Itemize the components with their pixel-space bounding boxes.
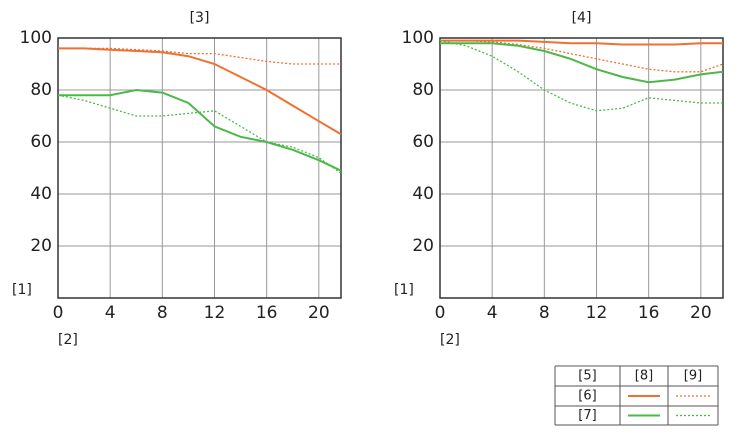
series-line <box>57 94 342 174</box>
table-row-label: [6] <box>578 389 596 404</box>
x-tick-label: 12 <box>586 303 608 323</box>
y-tick-label: 80 <box>412 80 434 100</box>
series-line <box>440 39 724 73</box>
x-tick-label: 0 <box>53 303 64 323</box>
y-tick-label: 60 <box>30 132 52 152</box>
plot-frame <box>439 37 724 299</box>
y-tick-label: 60 <box>412 132 434 152</box>
y-tick-label: 80 <box>30 80 52 100</box>
y-tick-label: 20 <box>30 236 52 256</box>
y-tick-label: 100 <box>20 28 52 48</box>
table-header: [9] <box>684 369 702 384</box>
x-tick-label: 8 <box>539 303 550 323</box>
x-tick-label: 0 <box>435 303 446 323</box>
y-tick-label: 40 <box>412 184 434 204</box>
series-line <box>440 39 723 46</box>
x-axis-label: [2] <box>58 332 78 348</box>
y-tick-label: 20 <box>412 236 434 256</box>
x-tick-label: 4 <box>105 303 116 323</box>
x-tick-label: 16 <box>256 303 278 323</box>
x-axis-label: [2] <box>440 332 460 348</box>
x-tick-label: 20 <box>690 303 712 323</box>
table-header: [5] <box>578 369 596 384</box>
chart-title: [4] <box>572 10 592 26</box>
table-row-label: [7] <box>578 408 596 423</box>
x-tick-label: 12 <box>204 303 226 323</box>
x-tick-label: 4 <box>487 303 498 323</box>
y-tick-label: 100 <box>402 28 434 48</box>
y-axis-label: [1] <box>12 282 32 298</box>
series-line <box>58 88 342 172</box>
x-tick-label: 16 <box>638 303 660 323</box>
x-tick-label: 20 <box>308 303 330 323</box>
y-axis-label: [1] <box>394 282 414 298</box>
plot-frame <box>57 37 342 299</box>
table-header: [8] <box>635 369 653 384</box>
series-line <box>58 47 341 65</box>
series-line <box>58 47 342 136</box>
y-tick-label: 40 <box>30 184 52 204</box>
series-line <box>440 42 724 84</box>
series-line <box>439 39 723 112</box>
x-tick-label: 8 <box>157 303 168 323</box>
chart-title: [3] <box>190 10 210 26</box>
